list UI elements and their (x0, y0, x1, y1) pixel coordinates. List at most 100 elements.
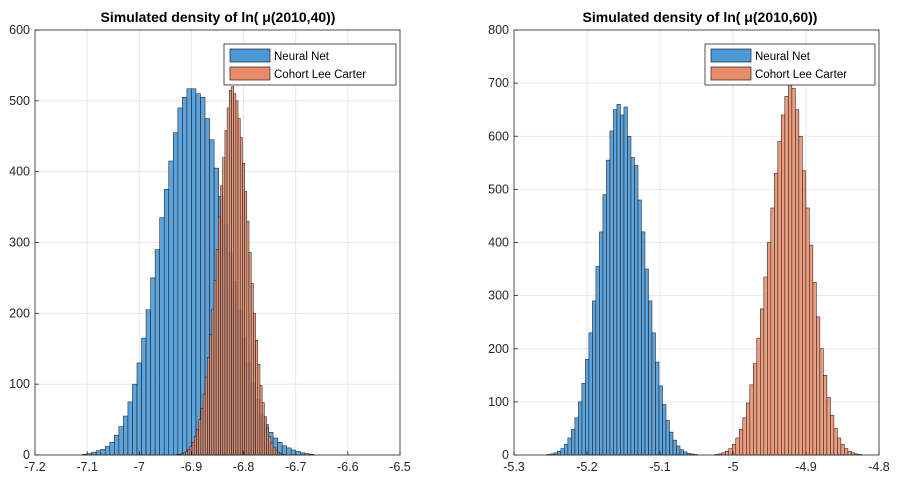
left-x-tick-label-0: -7.2 (24, 460, 46, 474)
right-bar-neural-net-27 (641, 231, 646, 456)
right-bar-cohort-lee-carter-29 (816, 316, 821, 456)
right-bar-cohort-lee-carter-20 (784, 96, 789, 456)
left-x-tick-label-7: -6.5 (389, 460, 411, 474)
left-bar-neural-net-6 (109, 441, 115, 456)
left-bar-cohort-lee-carter-31 (244, 191, 248, 456)
left-bar-neural-net-17 (159, 217, 165, 456)
left-bar-neural-net-21 (177, 107, 183, 456)
right-bar-cohort-lee-carter-38 (847, 451, 852, 456)
left-bar-cohort-lee-carter-39 (261, 402, 265, 456)
left-bar-neural-net-11 (132, 383, 138, 456)
left-y-tick-label-2: 200 (9, 306, 30, 320)
left-bar-neural-net-23 (186, 88, 192, 456)
right-bar-neural-net-9 (578, 401, 583, 456)
left-x-tick-label-4: -6.8 (233, 460, 255, 474)
left-bar-cohort-lee-carter-40 (264, 416, 267, 456)
left-y-tick-label-3: 300 (9, 236, 30, 250)
left-bar-cohort-lee-carter-36 (255, 339, 259, 456)
right-bar-neural-net-21 (620, 114, 625, 456)
right-bar-neural-net-22 (623, 106, 628, 456)
left-chart: -7.2 -7.1 -7 -6.9 -6.8 -6.7 -6.6 -6.5 0 100 200 30… (9, 9, 411, 474)
left-bar-cohort-lee-carter-37 (257, 364, 261, 456)
left-bar-cohort-lee-carter-41 (266, 427, 269, 456)
right-x-tick-label-4: -4.9 (795, 460, 817, 474)
right-y-tick-label-6: 600 (488, 129, 509, 143)
right-bar-cohort-lee-carter-17 (774, 173, 779, 456)
right-bar-neural-net-7 (571, 429, 576, 456)
right-legend-swatch-neural-net (710, 48, 752, 63)
right-bar-cohort-lee-carter-4 (728, 448, 733, 456)
right-bar-cohort-lee-carter-7 (739, 429, 744, 456)
left-bar-neural-net-7 (114, 434, 120, 456)
left-bar-cohort-lee-carter-30 (242, 162, 245, 456)
left-bar-cohort-lee-carter-32 (246, 220, 250, 456)
left-bar-neural-net-22 (182, 97, 188, 456)
right-y-tick-label-2: 200 (488, 342, 509, 356)
right-bar-cohort-lee-carter-8 (742, 417, 747, 456)
right-y-tick-label-1: 100 (488, 395, 509, 409)
right-bar-cohort-lee-carter-30 (819, 348, 824, 456)
left-bar-neural-net-8 (118, 426, 124, 456)
right-legend-label-neural-net: Neural Net (755, 51, 811, 63)
left-bar-neural-net-9 (123, 415, 129, 456)
left-bar-neural-net-4 (100, 449, 106, 456)
right-bar-cohort-lee-carter-6 (735, 437, 740, 456)
left-bar-cohort-lee-carter-26 (233, 93, 237, 456)
right-chart: -5.3 -5.2 -5.1 -5 -4.9 -4.8 0 100 200 300 400 500 6… (488, 9, 890, 474)
right-bar-neural-net-12 (588, 332, 593, 456)
right-bar-neural-net-34 (665, 420, 670, 456)
left-bar-neural-net-47 (295, 451, 301, 456)
right-y-tick-label-0: 0 (502, 448, 509, 462)
left-bar-cohort-lee-carter-29 (239, 137, 243, 456)
left-legend-swatch-cohort-lee-carter (229, 66, 271, 81)
right-bar-neural-net-28 (644, 268, 649, 456)
right-bar-cohort-lee-carter-27 (809, 244, 814, 456)
right-legend-label-cohort-lee-carter: Cohort Lee Carter (755, 69, 847, 81)
left-bar-neural-net-18 (163, 189, 170, 456)
left-y-tick-label-1: 100 (9, 377, 30, 391)
left-bar-neural-net-24 (191, 88, 197, 456)
right-bar-neural-net-29 (648, 300, 653, 456)
left-bar-cohort-lee-carter-45 (274, 449, 278, 456)
right-bar-cohort-lee-carter-21 (788, 80, 793, 456)
right-bar-neural-net-6 (567, 437, 572, 456)
left-bar-cohort-lee-carter-19 (218, 216, 221, 456)
left-legend-label-cohort-lee-carter: Cohort Lee Carter (274, 69, 366, 81)
right-bar-neural-net-23 (627, 135, 632, 456)
left-bar-cohort-lee-carter-15 (209, 334, 213, 456)
left-bar-cohort-lee-carter-16 (211, 308, 215, 456)
right-y-tick-label-3: 300 (488, 289, 509, 303)
right-legend: Neural Net Cohort Lee Carter (704, 43, 876, 86)
right-bar-cohort-lee-carter-33 (830, 414, 835, 456)
right-x-tick-label-3: -5 (727, 460, 738, 474)
right-bar-neural-net-35 (669, 431, 674, 456)
right-bar-neural-net-36 (672, 439, 677, 456)
right-bar-neural-net-33 (662, 404, 667, 456)
left-bar-cohort-lee-carter-28 (237, 118, 241, 456)
right-bar-cohort-lee-carter-11 (753, 363, 758, 456)
right-y-ticks: 0 100 200 300 400 500 600 700 800 (488, 23, 518, 462)
right-bar-neural-net-13 (592, 300, 597, 456)
right-bar-neural-net-19 (613, 109, 618, 456)
right-bar-neural-net-14 (595, 266, 600, 456)
right-bar-neural-net-30 (651, 332, 656, 456)
right-bar-cohort-lee-carter-22 (791, 88, 796, 456)
right-y-tick-label-7: 700 (488, 76, 509, 90)
right-bar-cohort-lee-carter-34 (833, 428, 838, 456)
left-bar-neural-net-44 (281, 445, 287, 456)
left-bar-neural-net-15 (150, 277, 156, 456)
right-bar-cohort-lee-carter-24 (798, 135, 803, 456)
left-bar-neural-net-19 (168, 160, 174, 456)
right-bar-cohort-lee-carter-19 (781, 114, 786, 456)
right-bar-cohort-lee-carter-3 (724, 451, 730, 456)
left-bar-cohort-lee-carter-21 (222, 157, 226, 456)
left-bar-neural-net-25 (195, 93, 201, 456)
right-bar-cohort-lee-carter-28 (812, 282, 817, 456)
left-bar-cohort-lee-carter-35 (253, 313, 256, 456)
left-x-tick-label-6: -6.6 (337, 460, 359, 474)
right-bar-neural-net-11 (585, 359, 590, 456)
left-y-tick-label-5: 500 (9, 94, 30, 108)
right-x-tick-label-5: -4.8 (868, 460, 890, 474)
right-x-tick-label-1: -5.2 (576, 460, 598, 474)
